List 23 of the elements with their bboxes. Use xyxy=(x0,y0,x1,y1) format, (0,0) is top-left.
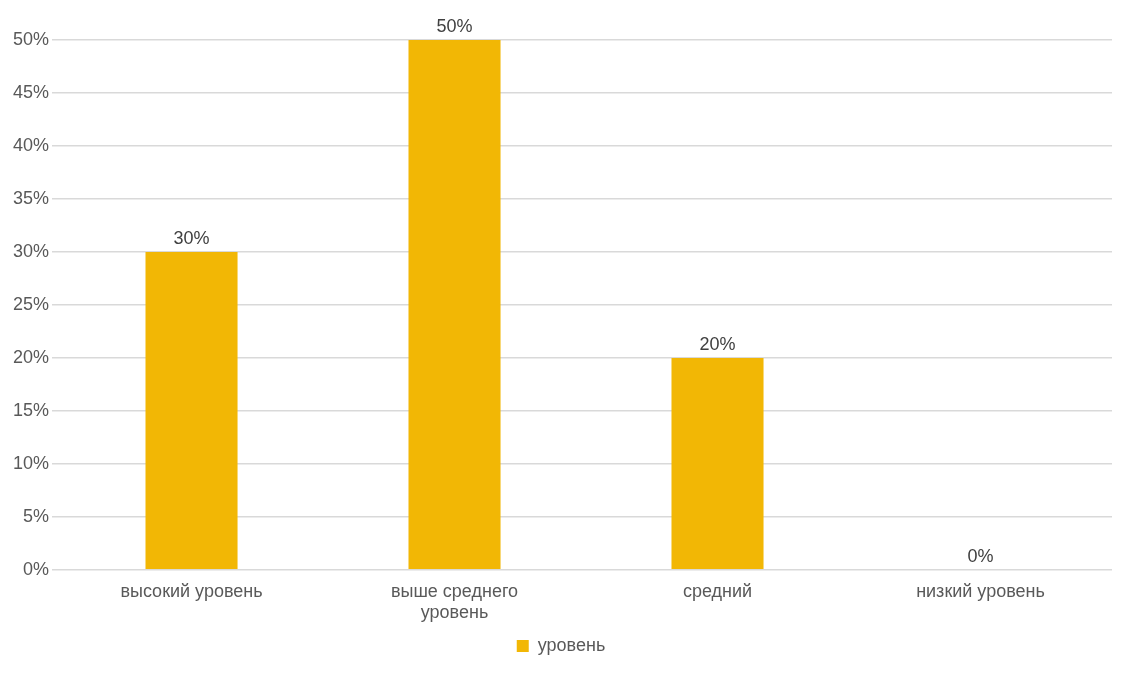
y-tick-label: 25% xyxy=(13,293,50,314)
y-tick-label: 50% xyxy=(13,28,50,49)
y-tick-label: 20% xyxy=(13,346,50,367)
data-label: 0% xyxy=(967,545,994,566)
y-tick-label: 15% xyxy=(13,399,50,420)
y-tick-label: 0% xyxy=(23,558,50,579)
y-tick-label: 35% xyxy=(13,187,50,208)
data-label: 30% xyxy=(173,227,210,248)
x-tick-label: высокий уровень xyxy=(120,580,263,601)
x-tick-label: низкий уровень xyxy=(916,580,1045,601)
y-tick-label: 30% xyxy=(13,240,50,261)
y-tick-label: 5% xyxy=(23,505,50,526)
x-tick-label: выше среднего уровень xyxy=(390,580,519,623)
bar xyxy=(408,40,501,570)
y-tick-label: 45% xyxy=(13,81,50,102)
bar xyxy=(671,357,764,570)
data-label: 50% xyxy=(436,15,473,36)
x-tick-label: средний xyxy=(682,580,753,601)
y-tick-label: 10% xyxy=(13,452,50,473)
y-tick-label: 40% xyxy=(13,134,50,155)
data-label: 20% xyxy=(699,333,736,354)
bar xyxy=(145,251,238,570)
legend-label: уровень xyxy=(537,634,606,655)
